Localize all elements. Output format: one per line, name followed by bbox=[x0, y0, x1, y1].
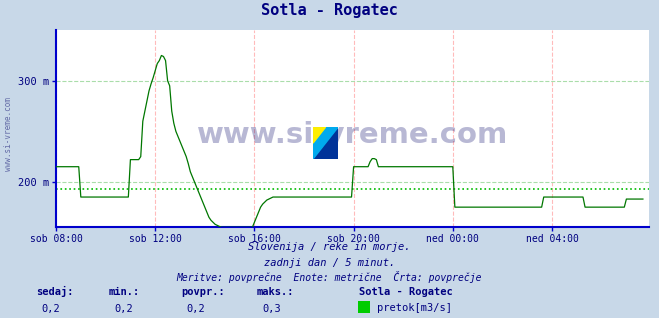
Bar bbox=[326, 127, 338, 159]
Text: povpr.:: povpr.: bbox=[181, 287, 225, 297]
Text: Sotla - Rogatec: Sotla - Rogatec bbox=[359, 287, 453, 297]
Text: zadnji dan / 5 minut.: zadnji dan / 5 minut. bbox=[264, 258, 395, 267]
Text: sedaj:: sedaj: bbox=[36, 286, 74, 297]
Text: www.si-vreme.com: www.si-vreme.com bbox=[4, 97, 13, 170]
Text: 0,2: 0,2 bbox=[186, 304, 205, 314]
Text: Meritve: povprečne  Enote: metrične  Črta: povprečje: Meritve: povprečne Enote: metrične Črta:… bbox=[177, 272, 482, 283]
Text: Slovenija / reke in morje.: Slovenija / reke in morje. bbox=[248, 242, 411, 252]
Polygon shape bbox=[313, 127, 338, 159]
Text: Sotla - Rogatec: Sotla - Rogatec bbox=[261, 3, 398, 18]
Polygon shape bbox=[313, 127, 326, 143]
Text: maks.:: maks.: bbox=[257, 287, 295, 297]
Text: 0,3: 0,3 bbox=[262, 304, 281, 314]
Text: 0,2: 0,2 bbox=[114, 304, 132, 314]
Bar bbox=[313, 127, 326, 159]
Text: min.:: min.: bbox=[109, 287, 140, 297]
Text: www.si-vreme.com: www.si-vreme.com bbox=[197, 121, 508, 149]
Text: pretok[m3/s]: pretok[m3/s] bbox=[377, 303, 452, 313]
Polygon shape bbox=[313, 127, 338, 159]
Text: 0,2: 0,2 bbox=[42, 304, 60, 314]
